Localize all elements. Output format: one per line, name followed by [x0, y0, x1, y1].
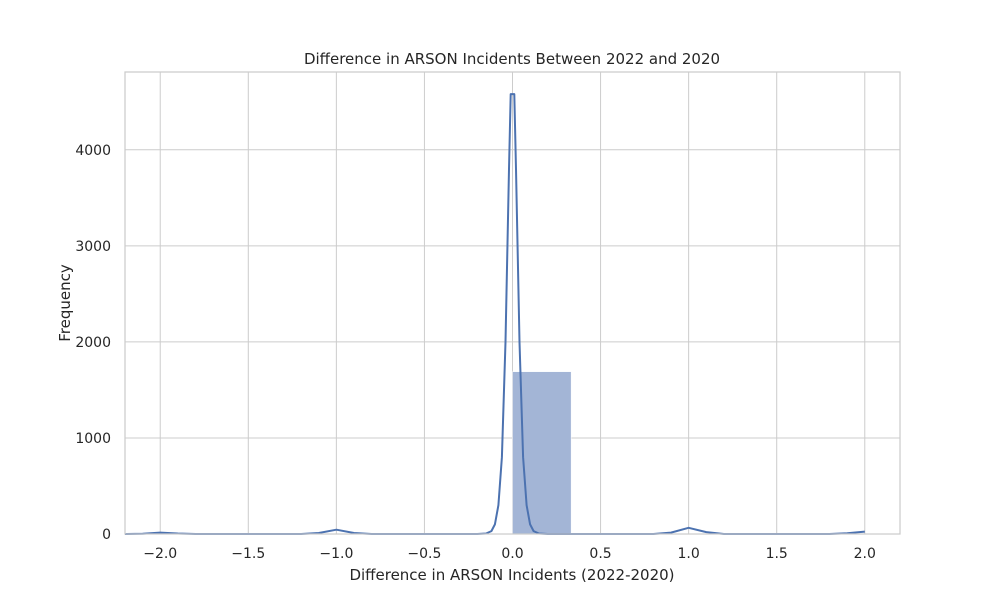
plot-frame: [124, 71, 901, 535]
y-ticks: 0 1000 2000 3000 4000: [75, 143, 111, 543]
x-tick-label: 0.0: [501, 546, 523, 562]
x-tick-label: 2.0: [854, 546, 876, 562]
y-tick-label: 1000: [75, 431, 111, 447]
chart-title: Difference in ARSON Incidents Between 20…: [304, 50, 720, 68]
y-tick-label: 0: [102, 527, 111, 543]
x-axis-label: Difference in ARSON Incidents (2022-2020…: [349, 566, 674, 584]
x-tick-label: −0.5: [407, 546, 441, 562]
y-tick-label: 4000: [75, 143, 111, 159]
x-tick-label: 1.0: [678, 546, 700, 562]
y-axis-label: Frequency: [56, 264, 74, 342]
kde-curve-group: [124, 93, 865, 535]
x-tick-label: −1.5: [231, 546, 265, 562]
kde-curve: [124, 93, 865, 535]
y-tick-label: 3000: [75, 239, 111, 255]
x-tick-label: −1.0: [319, 546, 353, 562]
x-ticks: −2.0 −1.5 −1.0 −0.5 0.0 0.5 1.0 1.5 2.0: [143, 546, 876, 562]
x-tick-label: −2.0: [143, 546, 177, 562]
x-tick-label: 0.5: [589, 546, 611, 562]
y-tick-label: 2000: [75, 335, 111, 351]
x-tick-label: 1.5: [766, 546, 788, 562]
